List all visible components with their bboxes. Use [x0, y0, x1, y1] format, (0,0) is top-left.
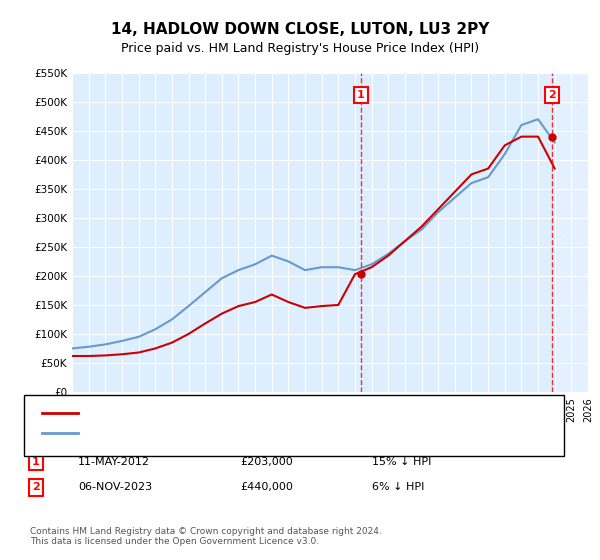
Text: 06-NOV-2023: 06-NOV-2023: [78, 482, 152, 492]
Text: 1: 1: [32, 457, 40, 467]
Text: 14, HADLOW DOWN CLOSE, LUTON, LU3 2PY (detached house): 14, HADLOW DOWN CLOSE, LUTON, LU3 2PY (d…: [84, 408, 410, 418]
Bar: [555, 73, 588, 392]
Text: 11-MAY-2012: 11-MAY-2012: [78, 457, 150, 467]
Text: 2: 2: [548, 90, 556, 100]
Text: £203,000: £203,000: [240, 457, 293, 467]
Text: £440,000: £440,000: [240, 482, 293, 492]
Text: Price paid vs. HM Land Registry's House Price Index (HPI): Price paid vs. HM Land Registry's House …: [121, 42, 479, 55]
Text: HPI: Average price, detached house, Luton: HPI: Average price, detached house, Luto…: [84, 428, 306, 438]
Text: 14, HADLOW DOWN CLOSE, LUTON, LU3 2PY: 14, HADLOW DOWN CLOSE, LUTON, LU3 2PY: [111, 22, 489, 38]
Text: Contains HM Land Registry data © Crown copyright and database right 2024.
This d: Contains HM Land Registry data © Crown c…: [30, 526, 382, 546]
Text: 15% ↓ HPI: 15% ↓ HPI: [372, 457, 431, 467]
Text: 6% ↓ HPI: 6% ↓ HPI: [372, 482, 424, 492]
Text: 1: 1: [357, 90, 365, 100]
Text: 2: 2: [32, 482, 40, 492]
